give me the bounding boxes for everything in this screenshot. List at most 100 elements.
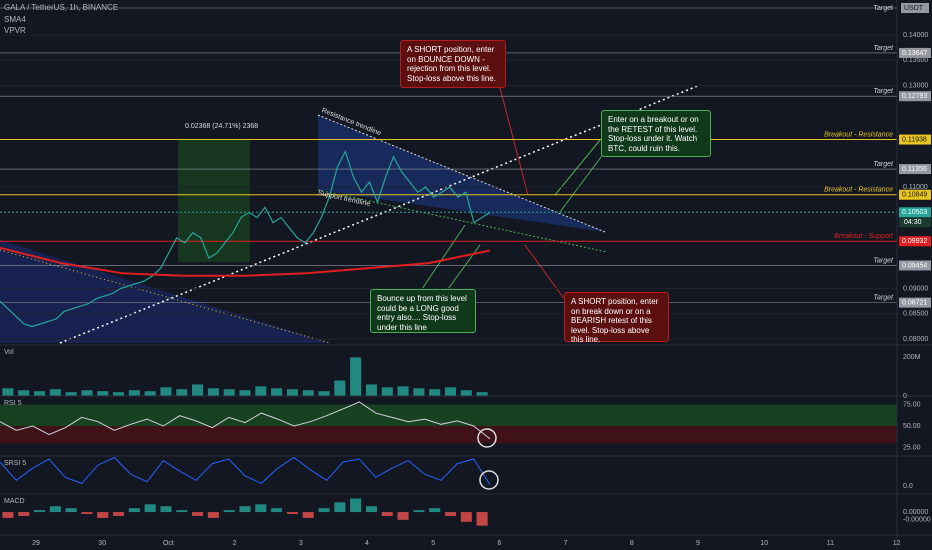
bar (444, 512, 457, 516)
level-label: Target (873, 161, 894, 168)
time-box (899, 217, 931, 228)
rsi-band (0, 426, 897, 444)
triangle (318, 115, 605, 232)
y-tick-label: 0 (903, 393, 907, 400)
bar (476, 512, 488, 526)
y-tick-label: 0.0 (903, 483, 913, 490)
bar (350, 357, 362, 396)
countdown: 04:30 (904, 219, 922, 226)
bar (255, 386, 267, 396)
x-tick-label: 12 (893, 540, 901, 547)
price-label: 0.11938 (902, 136, 927, 143)
y-tick-label: 0.08000 (903, 336, 928, 343)
indicator-line (0, 401, 491, 440)
x-tick-label: 7 (564, 540, 568, 547)
bar (65, 508, 77, 513)
bar (286, 389, 298, 396)
bar (239, 390, 251, 396)
bar (223, 389, 235, 396)
y-tick-label: 75.00 (903, 401, 921, 408)
bar (176, 389, 188, 396)
indicator-line (0, 456, 491, 486)
x-tick-label: 3 (299, 540, 303, 547)
bar (176, 510, 188, 513)
price-box (899, 236, 931, 247)
y-tick-label: 0.13000 (903, 83, 928, 90)
y-tick-label: 0.08500 (903, 311, 928, 318)
bar (160, 387, 172, 396)
x-tick-label: 6 (497, 540, 501, 547)
bar (18, 512, 30, 516)
bar (397, 512, 409, 520)
header-title: GALA / TetherUS, 1h, BINANCE (4, 3, 119, 12)
indicator: SMA4 (4, 15, 26, 24)
bar (413, 510, 425, 513)
pane-title: Vol (4, 349, 14, 356)
price-box (899, 260, 931, 271)
price-label: 0.10503 (902, 209, 927, 216)
price-box (901, 3, 929, 13)
bar (334, 380, 346, 396)
x-tick-label: 11 (827, 540, 834, 547)
y-tick-label: 0.13500 (903, 57, 928, 64)
price-line (0, 150, 491, 328)
pane-title: MACD (4, 498, 25, 505)
bar (286, 512, 298, 515)
bar (49, 506, 61, 513)
bar (97, 391, 109, 396)
arrow (499, 87, 529, 196)
bar (144, 504, 156, 513)
x-tick-label: Oct (163, 540, 174, 547)
bar (381, 387, 393, 396)
level-label: Target (873, 257, 894, 264)
annotation: Bounce up from this level could be a LON… (370, 289, 476, 333)
level-label: Target (873, 45, 894, 52)
measure-label: 0.02368 (24.71%) 2368 (185, 123, 258, 130)
price-box (899, 207, 931, 218)
bar (302, 390, 314, 396)
bar (207, 388, 219, 396)
price-label: 0.12793 (902, 93, 927, 100)
channel-fill (0, 240, 330, 343)
x-tick-label: 29 (32, 540, 40, 547)
x-tick-label: 30 (98, 540, 106, 547)
price-box (899, 134, 931, 145)
pane-title: SRSI 5 (4, 460, 26, 467)
bar (81, 512, 93, 515)
bar (128, 390, 140, 396)
price-label: 0.10849 (902, 192, 927, 199)
bar (429, 508, 441, 513)
y-tick-label: 200M (903, 354, 921, 361)
y-tick-label: 25.00 (903, 444, 921, 451)
x-tick-label: 9 (696, 540, 700, 547)
price-box (899, 297, 931, 308)
bar (460, 390, 472, 396)
level-label: Breakout - Resistance (824, 187, 893, 194)
price-label: 0.13647 (902, 50, 927, 57)
measure-box (178, 140, 250, 262)
level-label: Breakout - Resistance (824, 131, 893, 138)
y-tick-label: 50.00 (903, 423, 921, 430)
bar (365, 506, 377, 513)
bar (429, 389, 441, 396)
price-box (899, 47, 931, 58)
bar (192, 512, 204, 516)
arrow (419, 224, 466, 293)
bar (113, 392, 125, 396)
bar (302, 512, 314, 518)
bar (381, 512, 393, 516)
bar (18, 390, 30, 396)
level-label: Breakout - Support (834, 233, 894, 240)
price-label: 0.09454 (902, 262, 927, 269)
bar (49, 389, 61, 396)
ascending-line (59, 84, 701, 344)
bar (2, 388, 14, 396)
bar (207, 512, 219, 518)
y-tick-label: 0.00000 (903, 509, 928, 516)
bar (81, 390, 93, 396)
x-tick-label: 10 (760, 540, 768, 547)
bar (97, 512, 109, 518)
x-tick-label: 5 (431, 540, 435, 547)
bar (397, 386, 409, 396)
highlight-circle (477, 428, 497, 448)
